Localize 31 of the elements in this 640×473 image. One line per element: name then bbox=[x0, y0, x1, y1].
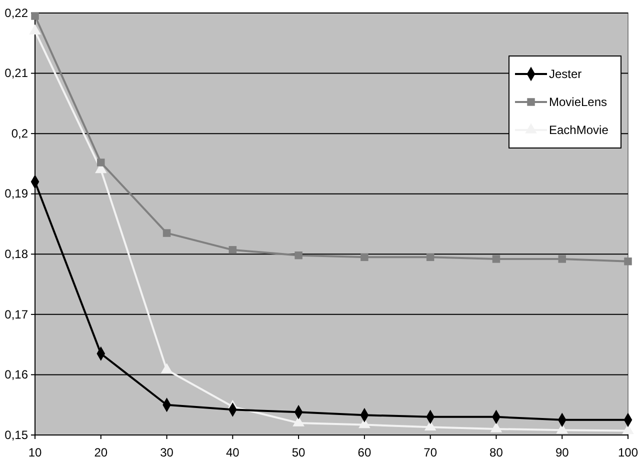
y-tick-label: 0,17 bbox=[4, 307, 28, 322]
legend-label: EachMovie bbox=[549, 123, 609, 137]
point bbox=[162, 229, 171, 237]
y-tick-label: 0,19 bbox=[4, 186, 28, 201]
x-tick-label: 80 bbox=[490, 445, 504, 460]
point bbox=[492, 255, 500, 263]
point bbox=[31, 12, 39, 20]
x-tick-label: 90 bbox=[555, 445, 570, 460]
y-tick-label: 0,18 bbox=[4, 246, 28, 261]
x-tick-label: 20 bbox=[94, 445, 108, 460]
x-tick-label: 70 bbox=[424, 445, 438, 460]
y-tick-label: 0,22 bbox=[4, 6, 28, 20]
x-tick-label: 60 bbox=[358, 445, 372, 460]
y-tick-label: 0,21 bbox=[4, 66, 28, 80]
legend-label: Jester bbox=[549, 67, 582, 81]
y-tick-label: 0,16 bbox=[4, 368, 28, 382]
point bbox=[97, 158, 105, 166]
x-tick-label: 10 bbox=[28, 445, 42, 460]
x-tick-label: 100 bbox=[618, 445, 638, 460]
point bbox=[624, 258, 632, 266]
y-tick-label: 0,15 bbox=[4, 428, 28, 442]
point bbox=[558, 255, 566, 263]
legend-label: MovieLens bbox=[549, 95, 608, 109]
x-tick-label: 30 bbox=[160, 445, 174, 460]
point bbox=[426, 253, 434, 262]
y-tick-label: 0,2 bbox=[11, 126, 28, 140]
point bbox=[294, 251, 302, 260]
x-tick-label: 50 bbox=[292, 445, 306, 460]
point bbox=[228, 246, 237, 254]
point bbox=[360, 253, 368, 262]
x-tick-label: 40 bbox=[226, 445, 240, 460]
